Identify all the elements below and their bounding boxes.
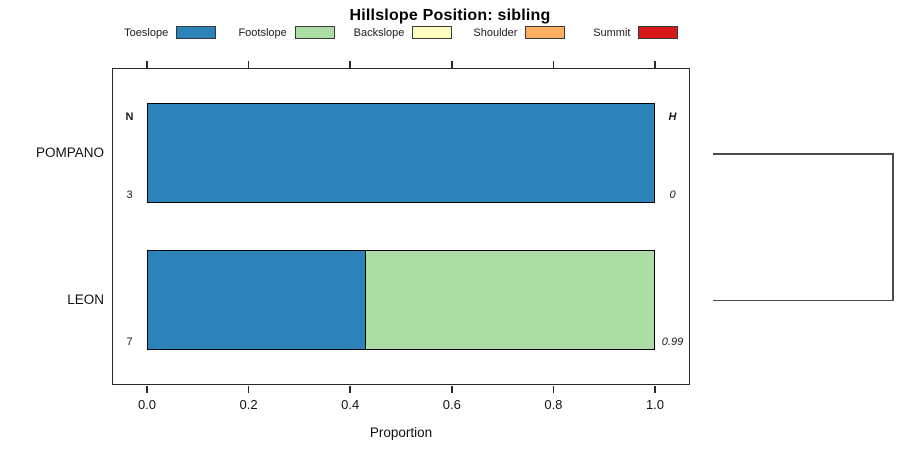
chart-title: Hillslope Position: sibling <box>349 7 551 24</box>
axis-tick-top <box>654 61 656 68</box>
axis-tick-top <box>552 61 555 68</box>
legend-item-backslope: Backslope <box>345 24 461 41</box>
legend: Toeslope Footslope Backslope Shoulder Summit <box>112 24 694 41</box>
y-axis-label-pompano: POMPANO <box>35 145 104 160</box>
legend-label: Backslope <box>353 26 405 39</box>
legend-swatch <box>525 26 566 39</box>
axis-tick-bottom <box>349 385 351 393</box>
n-value: 3 <box>126 189 133 201</box>
axis-tick-top <box>349 61 351 68</box>
stacked-bar-leon <box>147 250 655 350</box>
axis-tick-label: 0.8 <box>544 397 563 412</box>
stacked-bar-pompano <box>147 103 655 203</box>
bar-segment-toeslope <box>148 251 366 349</box>
axis-tick-label: 0.6 <box>442 397 461 412</box>
legend-swatch <box>412 26 453 39</box>
y-axis-label-leon: LEON <box>67 292 104 307</box>
axis-tick-label: 0.0 <box>137 397 157 412</box>
axis-tick-bottom <box>247 385 250 393</box>
dendrogram-link-pompano <box>713 153 894 155</box>
axis-tick-label: 0.2 <box>239 397 258 412</box>
n-column-header: N <box>125 111 134 123</box>
h-value: 0.99 <box>661 336 684 348</box>
legend-item-shoulder: Shoulder <box>461 24 577 41</box>
legend-swatch <box>176 26 217 39</box>
legend-label: Toeslope <box>124 26 169 39</box>
axis-tick-bottom <box>451 385 453 393</box>
legend-swatch <box>294 26 335 39</box>
bar-segment-toeslope <box>148 104 654 202</box>
legend-label: Summit <box>593 26 631 39</box>
axis-tick-top <box>146 61 148 68</box>
legend-swatch <box>638 26 679 39</box>
axis-tick-label: 0.4 <box>341 397 360 412</box>
legend-item-summit: Summit <box>578 24 694 41</box>
axis-tick-top <box>247 61 250 68</box>
axis-tick-top <box>451 61 453 68</box>
n-value: 7 <box>126 336 133 348</box>
h-value: 0 <box>669 189 676 201</box>
legend-item-toeslope: Toeslope <box>112 24 228 41</box>
axis-tick-bottom <box>552 385 555 393</box>
x-axis-title: Proportion <box>369 425 433 440</box>
dendrogram-root-joint <box>892 153 894 301</box>
legend-item-footslope: Footslope <box>228 24 344 41</box>
legend-label: Footslope <box>238 26 287 39</box>
bar-segment-footslope <box>365 251 654 349</box>
axis-tick-label: 1.0 <box>645 397 665 412</box>
h-column-header: H <box>668 111 677 123</box>
axis-tick-bottom <box>146 385 148 393</box>
dendrogram-link-leon <box>713 299 894 301</box>
axis-tick-bottom <box>654 385 656 393</box>
legend-label: Shoulder <box>473 26 518 39</box>
